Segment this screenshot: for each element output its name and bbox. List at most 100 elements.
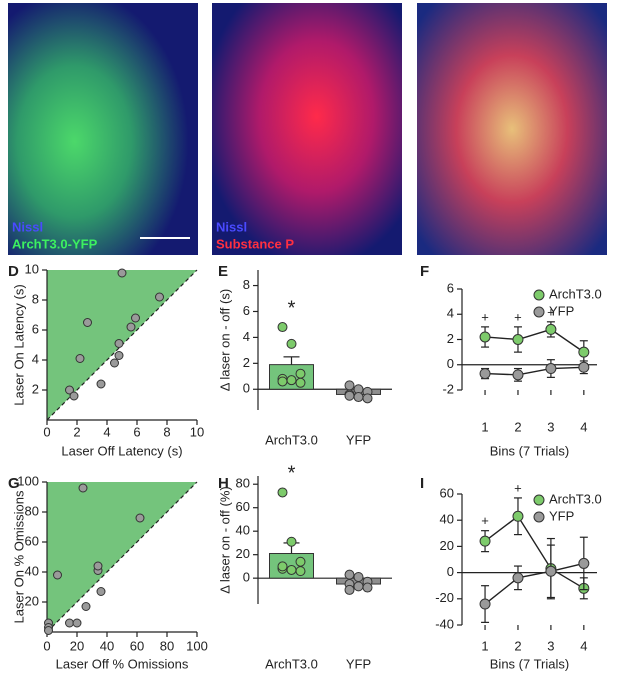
y-axis-label: Δ laser on - off (s) <box>217 289 232 391</box>
point <box>295 556 306 567</box>
point <box>65 385 74 395</box>
point <box>545 565 557 577</box>
y-tick-label: 20 <box>440 538 454 553</box>
diagonal <box>46 481 198 633</box>
y-tick-label: -20 <box>435 590 454 605</box>
y-tick-label: 20 <box>236 546 250 561</box>
x-tick-label: 8 <box>163 424 170 439</box>
x-axis-label: Laser Off % Omissions <box>56 656 189 671</box>
y-tick-label: 2 <box>447 331 454 346</box>
y-tick-label: -2 <box>442 381 454 396</box>
y-axis-label: Laser On Latency (s) <box>11 284 26 405</box>
line <box>485 366 584 376</box>
x-tick-label: 40 <box>100 638 114 653</box>
y-tick-label: 0 <box>447 564 454 579</box>
point <box>344 584 355 595</box>
point <box>131 313 140 323</box>
point <box>512 572 524 584</box>
image-label: Substance P <box>216 236 294 251</box>
point <box>512 369 524 381</box>
x-tick-label: 4 <box>580 638 587 653</box>
x-tick-label: 3 <box>547 419 554 434</box>
point <box>69 391 79 401</box>
y-tick-label: 60 <box>440 485 454 500</box>
x-tick-label: 2 <box>73 424 80 439</box>
line <box>484 515 585 589</box>
point <box>114 351 124 360</box>
y-tick-label: 60 <box>25 533 39 548</box>
x-tick-label: 0 <box>43 638 50 653</box>
point <box>295 377 306 388</box>
x-tick-label: 10 <box>190 424 204 439</box>
y-tick-label: 4 <box>32 351 39 366</box>
point <box>135 513 145 523</box>
point <box>96 587 106 596</box>
point <box>362 582 373 593</box>
x-tick-label: 1 <box>481 419 488 434</box>
point <box>286 375 297 386</box>
point <box>578 361 590 373</box>
point <box>93 561 103 571</box>
point <box>78 483 88 493</box>
point <box>117 268 127 278</box>
point <box>286 536 297 547</box>
x-tick-label: 4 <box>580 419 587 434</box>
x-tick-label: YFP <box>346 656 371 671</box>
point <box>512 334 524 345</box>
annotation: + <box>514 480 522 495</box>
point <box>114 339 124 348</box>
point <box>362 393 373 404</box>
y-tick-label: 40 <box>440 512 454 527</box>
y-axis-label: Δ laser on - off (%) <box>217 486 232 593</box>
point <box>277 376 288 387</box>
x-tick-label: 3 <box>547 638 554 653</box>
point <box>545 323 557 335</box>
y-tick-label: 4 <box>447 306 454 321</box>
legend-label: ArchT3.0 <box>549 286 602 301</box>
point <box>353 581 364 592</box>
x-tick-label: ArchT3.0 <box>265 656 318 671</box>
legend-marker <box>533 511 545 523</box>
point <box>479 598 491 610</box>
point <box>155 292 164 302</box>
legend-label: YFP <box>549 303 574 318</box>
panel-label: H <box>218 475 229 492</box>
y-tick-label: 20 <box>25 593 39 608</box>
annotation: + <box>481 309 489 324</box>
legend-label: ArchT3.0 <box>549 491 602 506</box>
x-tick-label: 4 <box>103 424 110 439</box>
x-tick-label: 80 <box>160 638 174 653</box>
x-tick-label: 6 <box>133 424 140 439</box>
y-tick-label: 8 <box>243 277 250 292</box>
y-tick-label: 10 <box>25 261 39 276</box>
image-label: ArchT3.0-YFP <box>12 236 98 251</box>
y-tick-label: 0 <box>243 381 250 396</box>
point <box>126 322 136 332</box>
point <box>65 618 74 628</box>
point <box>578 346 590 358</box>
point <box>479 368 491 380</box>
legend-marker <box>533 289 545 301</box>
point <box>286 338 297 349</box>
micrograph <box>417 3 607 255</box>
point <box>277 487 288 498</box>
point <box>96 379 106 389</box>
image-label: Nissl <box>12 219 43 234</box>
y-axis-label: Laser On % Omissions <box>11 490 26 623</box>
y-tick-label: 40 <box>25 563 39 578</box>
y-tick-label: 2 <box>32 381 39 396</box>
point <box>53 570 62 580</box>
x-tick-label: 0 <box>43 424 50 439</box>
x-axis-label: Bins (7 Trials) <box>490 656 569 671</box>
annotation: + <box>514 309 522 324</box>
y-tick-label: 80 <box>25 503 39 518</box>
point <box>83 318 92 327</box>
point <box>72 618 82 628</box>
x-tick-label: 2 <box>514 638 521 653</box>
annotation: * <box>288 463 296 485</box>
x-axis-label: Laser Off Latency (s) <box>61 443 182 458</box>
micrograph <box>8 3 198 255</box>
y-tick-label: 60 <box>236 499 250 514</box>
panel-label: F <box>420 263 429 280</box>
